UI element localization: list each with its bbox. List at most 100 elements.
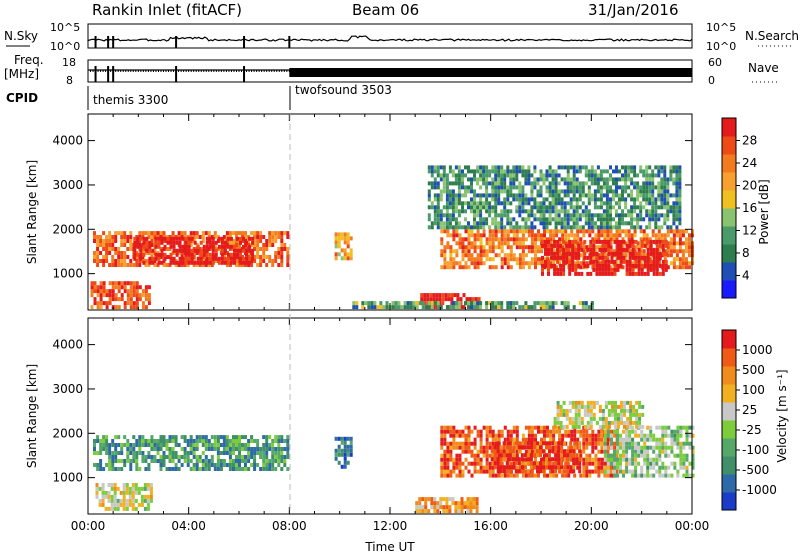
heatmap-cell: [551, 193, 555, 198]
heatmap-cell: [259, 239, 263, 243]
heatmap-cell: [494, 245, 498, 250]
heatmap-cell: [630, 197, 634, 202]
heatmap-cell: [635, 408, 639, 413]
heatmap-cell: [661, 437, 665, 442]
heatmap-cell: [675, 253, 679, 258]
heatmap-cell: [482, 465, 486, 470]
heatmap-cell: [630, 261, 634, 266]
heatmap-cell: [346, 256, 350, 261]
heatmap-cell: [614, 400, 617, 405]
heatmap-cell: [494, 197, 498, 202]
heatmap-cell: [509, 229, 513, 234]
heatmap-cell: [144, 289, 148, 294]
heatmap-cell: [654, 205, 658, 210]
heatmap-cell: [157, 240, 161, 245]
heatmap-cell: [458, 473, 462, 478]
heatmap-cell: [537, 429, 540, 434]
heatmap-cell: [610, 457, 613, 462]
heatmap-cell: [262, 259, 266, 263]
heatmap-cell: [546, 433, 549, 438]
heatmap-cell: [177, 467, 181, 471]
heatmap-cell: [233, 244, 236, 249]
heatmap-cell: [672, 181, 676, 186]
heatmap-cell: [439, 177, 443, 182]
heatmap-cell: [93, 285, 97, 290]
heatmap-cell: [382, 305, 386, 310]
heatmap-cell: [148, 260, 152, 265]
heatmap-cell: [187, 244, 191, 249]
heatmap-cell: [265, 263, 269, 267]
heatmap-cell: [442, 173, 446, 178]
heatmap-cell: [451, 197, 455, 202]
heatmap-cell: [592, 239, 596, 244]
heatmap-cell: [581, 193, 585, 198]
heatmap-cell: [663, 173, 667, 178]
heatmap-cell: [340, 436, 344, 441]
heatmap-cell: [661, 247, 665, 252]
heatmap-cell: [506, 457, 510, 462]
heatmap-cell: [515, 221, 519, 226]
heatmap-cell: [150, 435, 154, 440]
heatmap-cell: [604, 271, 608, 276]
heatmap-cell: [622, 255, 626, 260]
heatmap-cell: [195, 459, 199, 463]
heatmap-cell: [646, 469, 650, 474]
heatmap-cell: [576, 445, 580, 450]
heatmap-cell: [569, 441, 573, 446]
heatmap-cell: [533, 177, 537, 182]
heatmap-cell: [265, 239, 269, 243]
heatmap-cell: [533, 301, 537, 306]
heatmap-cell: [597, 457, 601, 462]
heatmap-cell: [482, 445, 486, 450]
heatmap-cell: [603, 473, 607, 478]
heatmap-cell: [628, 457, 632, 462]
heatmap-cell: [125, 483, 129, 487]
heatmap-cell: [648, 185, 652, 190]
heatmap-cell: [440, 425, 444, 430]
heatmap-cell: [391, 305, 395, 310]
heatmap-cell: [253, 247, 257, 251]
heatmap-cell: [654, 209, 658, 214]
heatmap-cell: [259, 247, 263, 251]
heatmap-cell: [574, 404, 578, 409]
heatmap-cell: [334, 232, 338, 237]
heatmap-cell: [462, 293, 466, 298]
heatmap-cell: [570, 433, 574, 438]
heatmap-cell: [597, 245, 601, 250]
heatmap-cell: [636, 185, 640, 190]
heatmap-cell: [678, 261, 682, 266]
heatmap-cell: [488, 265, 492, 270]
heatmap-cell: [512, 169, 516, 174]
heatmap-cell: [527, 245, 531, 250]
heatmap-cell: [423, 293, 427, 298]
heatmap-cell: [621, 185, 624, 190]
heatmap-cell: [542, 301, 546, 306]
heatmap-cell: [217, 244, 221, 249]
heatmap-cell: [633, 197, 637, 202]
heatmap-cell: [138, 439, 142, 443]
heatmap-cell: [583, 408, 587, 413]
heatmap-cell: [569, 201, 573, 206]
heatmap-cell: [661, 263, 665, 268]
heatmap-cell: [340, 232, 344, 237]
heatmap-cell: [557, 221, 561, 226]
heatmap-cell: [265, 247, 269, 251]
heatmap-cell: [636, 173, 640, 178]
heatmap-cell: [515, 233, 519, 238]
heatmap-cell: [114, 467, 118, 471]
heatmap-cell: [571, 420, 575, 425]
heatmap-cell: [605, 209, 609, 214]
heatmap-cell: [547, 251, 550, 256]
heatmap-cell: [485, 433, 489, 438]
heatmap-cell: [568, 416, 572, 421]
heatmap-cell: [572, 189, 576, 194]
heatmap-cell: [508, 465, 512, 470]
heatmap-cell: [630, 169, 634, 174]
heatmap-cell: [556, 420, 560, 425]
heatmap-cell: [506, 233, 510, 238]
heatmap-cell: [631, 437, 635, 442]
heatmap-cell: [631, 251, 635, 256]
heatmap-cell: [582, 465, 586, 470]
heatmap-cell: [442, 509, 446, 514]
